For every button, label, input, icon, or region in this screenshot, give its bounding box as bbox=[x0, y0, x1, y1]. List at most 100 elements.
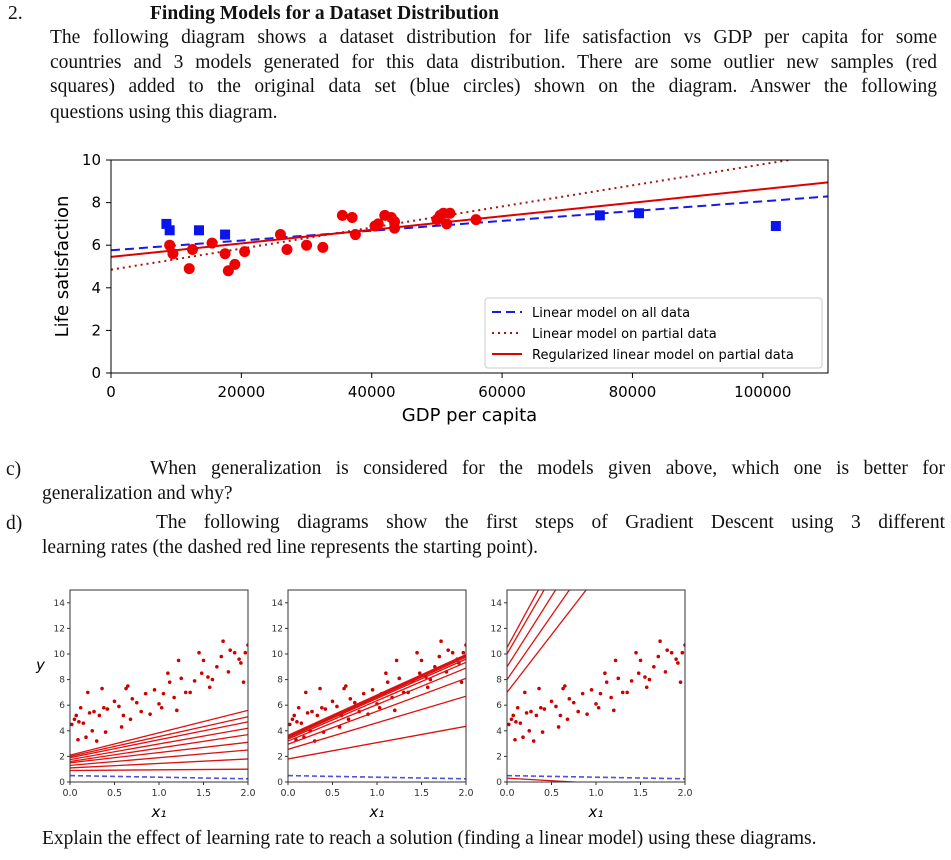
scatter-point bbox=[629, 679, 634, 683]
x-tick-label: 0.0 bbox=[280, 788, 295, 799]
scatter-point bbox=[638, 658, 643, 663]
panel-plot bbox=[288, 639, 466, 780]
gd-step-line bbox=[288, 654, 466, 736]
model-line bbox=[111, 160, 796, 271]
x-tick-label: 1.5 bbox=[633, 788, 648, 799]
scatter-point bbox=[70, 722, 74, 727]
scatter-point bbox=[613, 658, 618, 663]
scatter-point bbox=[647, 677, 652, 682]
model-line bbox=[111, 195, 828, 252]
scatter-point bbox=[446, 648, 451, 652]
question-d-label: d) bbox=[6, 513, 23, 534]
scatter-point bbox=[124, 686, 128, 691]
y-tick-label: 12 bbox=[54, 624, 65, 634]
data-circle bbox=[274, 229, 286, 241]
question-d-line: learning rates (the dashed red line repr… bbox=[42, 537, 538, 558]
starting-line bbox=[288, 774, 466, 780]
scatter-point bbox=[644, 685, 649, 690]
scatter-point bbox=[397, 676, 402, 681]
data-circle bbox=[349, 229, 361, 241]
data-circle bbox=[372, 218, 384, 230]
scatter-point bbox=[243, 650, 248, 655]
data-circle bbox=[301, 239, 313, 251]
data-circle bbox=[229, 258, 241, 270]
data-square bbox=[220, 229, 231, 240]
scatter-point bbox=[585, 712, 589, 716]
scatter-point bbox=[576, 709, 580, 714]
y-tick-label: 14 bbox=[54, 599, 66, 609]
data-circle bbox=[389, 216, 401, 228]
scatter-point bbox=[620, 690, 625, 695]
x-tick-label: 20000 bbox=[218, 383, 266, 401]
data-circle bbox=[239, 246, 251, 258]
gd-step-line bbox=[507, 590, 540, 648]
scatter-point bbox=[589, 688, 594, 692]
scatter-point bbox=[652, 665, 656, 669]
gd-step-line bbox=[288, 658, 466, 739]
scatter-point bbox=[121, 713, 126, 718]
scatter-point bbox=[318, 686, 322, 691]
legend-label: Regularized linear model on partial data bbox=[532, 348, 794, 363]
x-tick-label: 100000 bbox=[734, 383, 791, 401]
scatter-point bbox=[210, 677, 215, 682]
scatter-point bbox=[188, 690, 192, 695]
question-title: Finding Models for a Dataset Distributio… bbox=[150, 3, 500, 24]
y-tick-label: 2 bbox=[277, 752, 283, 762]
scatter-point bbox=[352, 700, 357, 705]
scatter-point bbox=[656, 654, 661, 659]
scatter-point bbox=[594, 702, 598, 706]
intro-line: questions using this diagram. bbox=[50, 102, 278, 123]
scatter-point bbox=[596, 705, 601, 710]
scatter-point bbox=[669, 650, 674, 655]
scatter-point bbox=[565, 717, 570, 722]
scatter-point bbox=[459, 680, 464, 684]
scatter-point bbox=[241, 680, 246, 684]
scatter-point bbox=[335, 704, 339, 709]
plot-area bbox=[111, 160, 828, 277]
scatter-point bbox=[103, 730, 108, 734]
scatter-point bbox=[636, 671, 641, 675]
scatter-point bbox=[509, 717, 514, 722]
y-tick-label: 10 bbox=[272, 650, 284, 660]
scatter-point bbox=[232, 650, 237, 655]
gd-step-line bbox=[70, 709, 248, 756]
starting-line bbox=[507, 774, 685, 780]
y-axis-label: y bbox=[35, 656, 46, 674]
panel-plot bbox=[70, 639, 248, 780]
x-tick-label: 1.5 bbox=[196, 788, 211, 799]
scatter-point bbox=[295, 720, 299, 724]
scatter-point bbox=[207, 685, 212, 690]
scatter-point bbox=[304, 690, 308, 695]
final-question: Explain the effect of learning rate to r… bbox=[42, 828, 817, 849]
scatter-point bbox=[228, 648, 232, 652]
scatter-point bbox=[563, 684, 567, 688]
scatter-point bbox=[514, 720, 518, 724]
gd-step-line bbox=[507, 590, 587, 693]
scatter-point bbox=[119, 725, 124, 729]
scatter-point bbox=[437, 654, 442, 659]
scatter-point bbox=[515, 705, 520, 710]
scatter-point bbox=[128, 717, 133, 722]
scatter-point bbox=[561, 686, 565, 691]
scatter-point bbox=[97, 713, 102, 718]
y-tick-label: 8 bbox=[91, 194, 101, 212]
x-tick-label: 0 bbox=[106, 383, 116, 401]
scatter-point bbox=[425, 685, 430, 690]
scatter-point bbox=[237, 657, 241, 661]
scatter-point bbox=[527, 729, 532, 733]
scatter-point bbox=[658, 639, 662, 643]
y-tick-label: 6 bbox=[91, 236, 101, 254]
question-number: 2. bbox=[8, 3, 23, 24]
scatter-point bbox=[215, 665, 219, 669]
scatter-point bbox=[518, 721, 523, 725]
scatter-point bbox=[175, 708, 179, 713]
data-circle bbox=[281, 243, 293, 255]
scatter-point bbox=[139, 709, 143, 714]
scatter-point bbox=[305, 711, 310, 715]
scatter-point bbox=[81, 721, 86, 725]
scatter-point bbox=[524, 711, 529, 715]
gd-step-line bbox=[288, 695, 466, 750]
scatter-point bbox=[152, 688, 157, 692]
scatter-point bbox=[134, 700, 139, 705]
scatter-point bbox=[571, 700, 576, 705]
